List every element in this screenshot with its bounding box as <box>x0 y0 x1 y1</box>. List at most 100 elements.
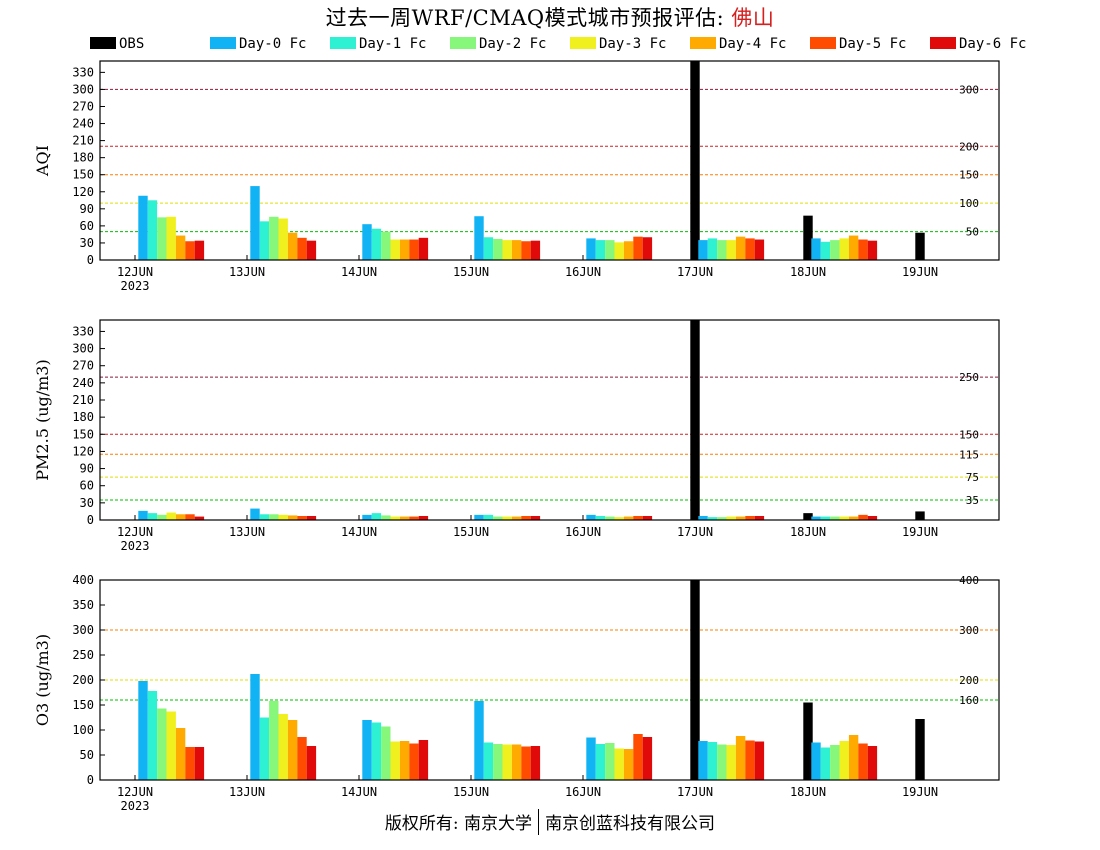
bar <box>502 516 512 520</box>
bar <box>502 240 512 260</box>
legend-item: Day-3 Fc <box>570 36 666 54</box>
plot-frame <box>99 319 1000 521</box>
bar <box>381 515 391 520</box>
y-tick-label: 270 <box>72 359 94 373</box>
legend-item: Day-6 Fc <box>930 36 1026 54</box>
bar <box>820 516 831 520</box>
year-label: 2023 <box>121 539 150 553</box>
bar <box>614 748 624 780</box>
bar <box>287 515 298 520</box>
bar <box>698 516 708 520</box>
bar <box>390 741 400 780</box>
legend-swatch <box>810 37 836 49</box>
bar <box>633 516 643 520</box>
bar <box>820 747 831 780</box>
chart-panel-3: 40030020016005010015020025030035040012JU… <box>33 573 1000 813</box>
reference-label: 115 <box>959 448 979 461</box>
bar <box>530 746 541 780</box>
bar <box>287 232 298 260</box>
bar <box>362 720 372 780</box>
y-tick-label: 240 <box>72 376 94 390</box>
y-tick-label: 30 <box>80 236 94 250</box>
bar <box>399 516 410 520</box>
bar <box>483 237 494 260</box>
bar <box>166 711 176 780</box>
bar <box>848 735 859 780</box>
y-tick-label: 300 <box>72 82 94 96</box>
bar <box>185 747 195 780</box>
y-tick-label: 60 <box>80 479 94 493</box>
bar <box>830 240 840 260</box>
reference-label: 35 <box>966 494 979 507</box>
bar <box>147 691 158 780</box>
reference-label: 300 <box>959 624 979 637</box>
bar <box>147 200 158 260</box>
reference-label: 100 <box>959 197 979 210</box>
bar <box>915 232 925 260</box>
bar <box>511 516 522 520</box>
legend-swatch <box>210 37 236 49</box>
y-tick-label: 180 <box>72 410 94 424</box>
y-tick-label: 270 <box>72 99 94 113</box>
bar <box>726 745 736 780</box>
bar <box>278 218 288 260</box>
x-tick-label: 14JUN <box>341 525 377 539</box>
bar <box>362 514 372 520</box>
x-tick-label: 18JUN <box>790 525 826 539</box>
bar <box>483 514 494 520</box>
y-tick-label: 0 <box>87 773 94 787</box>
legend-item: Day-5 Fc <box>810 36 906 54</box>
bar <box>418 516 429 520</box>
bar <box>250 508 260 520</box>
legend-label: OBS <box>119 36 145 52</box>
bar <box>735 736 746 780</box>
bar <box>586 238 596 260</box>
y-tick-label: 300 <box>72 623 94 637</box>
reference-label: 150 <box>959 428 979 441</box>
bar <box>474 216 484 260</box>
chart-panel-2: 250 150 115 75 35 0 30 60 90 120 150 180 210 240 270 30… <box>33 319 1000 553</box>
bar <box>642 737 653 780</box>
bar <box>735 236 746 260</box>
year-label: 2023 <box>121 799 150 813</box>
bar <box>614 242 624 260</box>
x-tick-label: 12JUN <box>117 785 153 799</box>
reference-label: 50 <box>966 226 979 239</box>
bar <box>194 747 205 780</box>
bar <box>259 221 270 260</box>
reference-label: 200 <box>959 140 979 153</box>
bar <box>754 239 765 260</box>
legend-label: Day-1 Fc <box>359 36 427 52</box>
title-prefix: 过去一周WRF/CMAQ模式城市预报评估: <box>325 6 732 30</box>
bar <box>175 514 186 520</box>
legend-label: Day-0 Fc <box>239 36 307 52</box>
y-tick-label: 0 <box>87 253 94 267</box>
bar <box>185 241 195 260</box>
bar <box>690 580 700 780</box>
x-tick-label: 18JUN <box>790 265 826 279</box>
bar <box>642 516 653 520</box>
bar <box>586 514 596 520</box>
y-tick-label: 350 <box>72 598 94 612</box>
bar <box>474 514 484 520</box>
y-tick-label: 240 <box>72 117 94 131</box>
bar <box>521 516 531 520</box>
legend-swatch <box>570 37 596 49</box>
bar <box>381 726 391 780</box>
x-tick-label: 13JUN <box>229 785 265 799</box>
bar <box>390 239 400 260</box>
bar <box>690 320 700 520</box>
bar <box>147 513 158 520</box>
y-tick-label: 150 <box>72 427 94 441</box>
x-tick-label: 16JUN <box>565 265 601 279</box>
bar <box>867 746 878 780</box>
bar <box>259 717 270 780</box>
bar <box>269 514 279 520</box>
bar <box>726 240 736 260</box>
bar <box>726 516 736 520</box>
bar <box>698 741 708 780</box>
bar <box>642 237 653 260</box>
y-tick-label: 60 <box>80 219 94 233</box>
bar <box>287 720 298 780</box>
y-tick-label: 330 <box>72 65 94 79</box>
